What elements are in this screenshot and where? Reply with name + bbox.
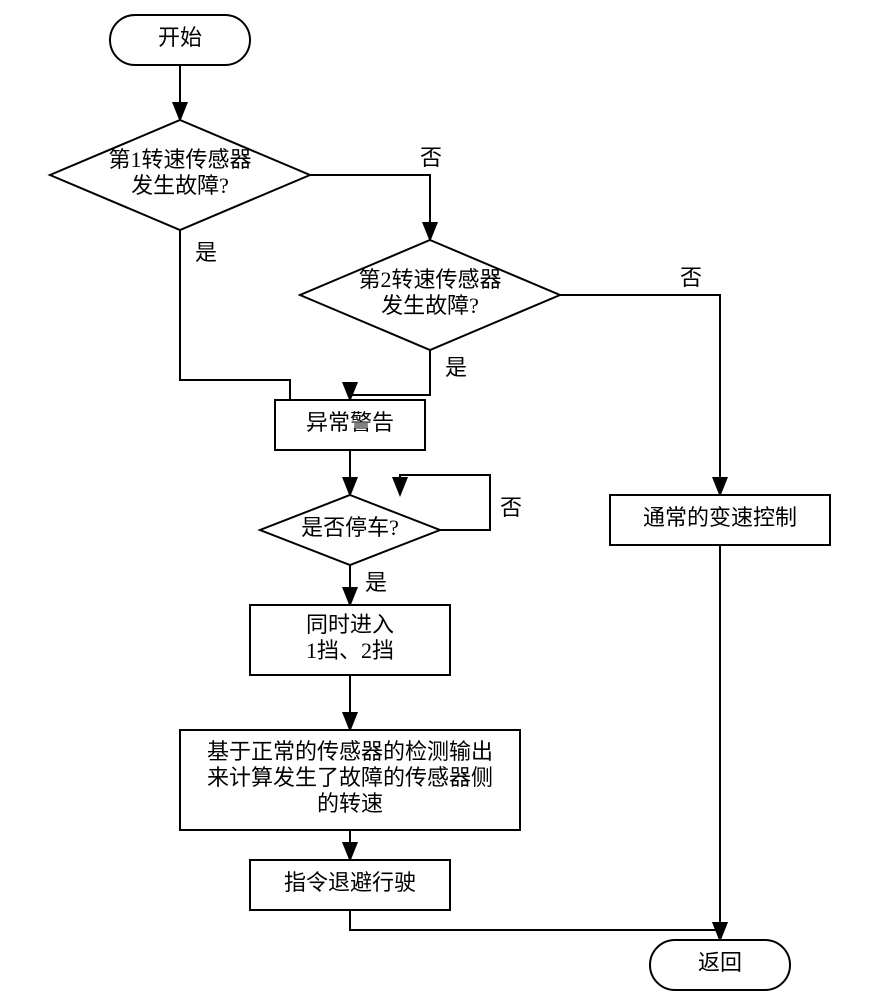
node-text-calc-2: 的转速	[317, 791, 383, 816]
node-text-enter-0: 同时进入	[306, 612, 394, 637]
node-evade: 指令退避行驶	[250, 860, 450, 910]
flowchart-canvas: 是否是否是否 开始第1转速传感器发生故障?第2转速传感器发生故障?异常警告是否停…	[0, 0, 882, 1000]
node-d3: 是否停车?	[260, 495, 440, 565]
node-text-d1-1: 发生故障?	[131, 173, 229, 198]
node-text-calc-1: 来计算发生了故障的传感器侧	[207, 765, 493, 790]
node-calc: 基于正常的传感器的检测输出来计算发生了故障的传感器侧的转速	[180, 730, 520, 830]
node-text-d2-1: 发生故障?	[381, 293, 479, 318]
node-d1: 第1转速传感器发生故障?	[50, 120, 310, 230]
node-text-normal-0: 通常的变速控制	[643, 505, 797, 530]
node-text-warn-0: 异常警告	[306, 410, 394, 435]
node-normal: 通常的变速控制	[610, 495, 830, 545]
node-start: 开始	[110, 15, 250, 65]
node-enter: 同时进入1挡、2挡	[250, 605, 450, 675]
edge-label-7: 否	[500, 495, 522, 520]
node-text-calc-0: 基于正常的传感器的检测输出	[207, 739, 493, 764]
edge-4	[560, 295, 720, 495]
node-text-start-0: 开始	[158, 25, 202, 50]
edge-label-4: 否	[680, 265, 702, 290]
edge-2	[310, 175, 430, 240]
node-text-enter-1: 1挡、2挡	[306, 638, 394, 663]
node-warn: 异常警告	[275, 400, 425, 450]
edge-label-3: 是	[445, 355, 467, 380]
edge-3	[350, 350, 430, 400]
node-d2: 第2转速传感器发生故障?	[300, 240, 560, 350]
node-return: 返回	[650, 940, 790, 990]
edge-label-2: 否	[420, 145, 442, 170]
edge-label-6: 是	[365, 570, 387, 595]
edge-label-1: 是	[195, 240, 217, 265]
node-text-d2-0: 第2转速传感器	[358, 267, 501, 292]
edge-10	[350, 910, 720, 940]
node-text-return-0: 返回	[698, 950, 742, 975]
node-text-d1-0: 第1转速传感器	[108, 147, 251, 172]
node-text-d3-0: 是否停车?	[301, 515, 399, 540]
node-text-evade-0: 指令退避行驶	[284, 870, 416, 895]
